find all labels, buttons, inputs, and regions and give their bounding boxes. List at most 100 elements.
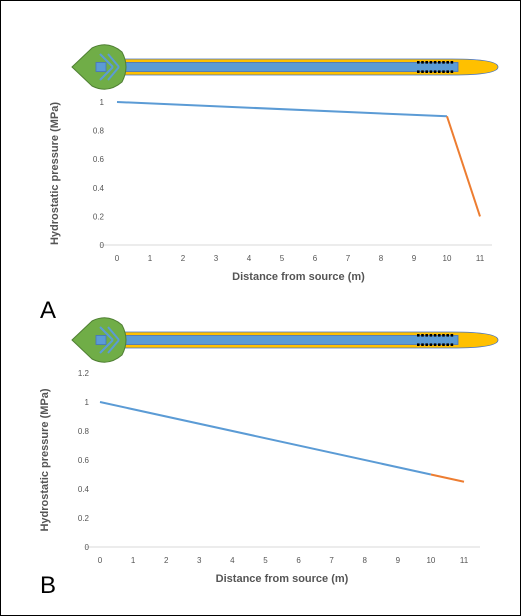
leaf-vein — [107, 339, 120, 354]
sieve-dot — [450, 70, 454, 73]
y-tick-label: 0.8 — [78, 427, 90, 436]
y-tick-label: 0.6 — [78, 456, 90, 465]
y-tick-label: 0.2 — [78, 514, 90, 523]
x-tick-label: 5 — [263, 556, 268, 565]
sieve-dot — [433, 70, 437, 73]
sieve-dot — [446, 343, 449, 346]
x-tick-label: 3 — [214, 254, 219, 263]
sieve-dot — [450, 334, 454, 337]
plant-diagram — [71, 317, 499, 363]
sieve-plate-dots — [417, 61, 454, 73]
x-tick-label: 0 — [115, 254, 120, 263]
sieve-dot — [421, 70, 424, 73]
sieve-dot — [429, 61, 433, 64]
y-tick-label: 1.2 — [78, 369, 90, 378]
sieve-dot — [438, 70, 441, 73]
sieve-dot — [433, 61, 437, 64]
sieve-dot — [421, 343, 424, 346]
panel-label: B — [40, 572, 56, 599]
x-tick-label: 10 — [426, 556, 435, 565]
x-tick-label: 7 — [329, 556, 334, 565]
sieve-dot — [442, 61, 445, 64]
sieve-dot — [446, 70, 449, 73]
x-tick-label: 4 — [230, 556, 235, 565]
x-tick-label: 1 — [148, 254, 153, 263]
series-line-1 — [116, 101, 448, 118]
x-tick-label: 2 — [181, 254, 186, 263]
x-tick-label: 8 — [363, 556, 368, 565]
x-tick-label: 8 — [379, 254, 384, 263]
y-tick-label: 0.2 — [93, 212, 105, 221]
y-tick-label: 0 — [85, 543, 90, 552]
sieve-dot — [442, 334, 445, 337]
y-tick-label: 0.4 — [78, 485, 90, 494]
sieve-dot — [417, 334, 420, 337]
series-line-2 — [430, 473, 465, 483]
sieve-dot — [421, 334, 424, 337]
leaf-vein — [107, 326, 120, 341]
series-line-2 — [446, 115, 481, 217]
leaf-vein — [99, 66, 114, 81]
xylem-tube — [97, 62, 459, 72]
x-tick-label: 11 — [476, 254, 485, 263]
x-tick-label: 6 — [313, 254, 318, 263]
leaf-vein — [99, 339, 114, 354]
sieve-dot — [425, 334, 428, 337]
x-tick-label: 7 — [346, 254, 351, 263]
sieve-dot — [450, 343, 454, 346]
sieve-dot — [438, 61, 441, 64]
sieve-dot — [442, 70, 445, 73]
sieve-dot — [429, 343, 433, 346]
sieve-dot — [433, 334, 437, 337]
sieve-dot — [425, 70, 428, 73]
x-tick-label: 1 — [131, 556, 136, 565]
x-tick-label: 0 — [98, 556, 103, 565]
x-axis-title: Distance from source (m) — [216, 573, 349, 585]
sieve-dot — [442, 343, 445, 346]
y-tick-label: 0 — [100, 241, 105, 250]
xylem-tube — [97, 335, 459, 345]
sieve-dot — [425, 343, 428, 346]
sieve-dot — [433, 343, 437, 346]
sieve-dot — [421, 61, 424, 64]
x-tick-label: 4 — [247, 254, 252, 263]
x-tick-label: 5 — [280, 254, 285, 263]
y-tick-label: 1 — [100, 98, 105, 107]
sieve-dot — [450, 61, 454, 64]
sieve-dot — [425, 61, 428, 64]
plant-diagram — [71, 44, 499, 90]
xylem-tube-leaf — [95, 335, 107, 345]
x-tick-label: 9 — [396, 556, 401, 565]
chart-panel-b: 0 0.2 0.4 0.6 0.8 1 1.2 0 1 2 3 4 5 6 7 8 9 10 11 Distance … — [39, 317, 499, 599]
y-axis-title: Hydrostatic pressure (MPa) — [49, 102, 61, 245]
x-tick-label: 11 — [460, 556, 469, 565]
x-tick-label: 2 — [164, 556, 169, 565]
x-tick-label: 9 — [412, 254, 417, 263]
sieve-dot — [446, 61, 449, 64]
sieve-dot — [438, 334, 441, 337]
sieve-dot — [429, 334, 433, 337]
sieve-dot — [417, 61, 420, 64]
x-tick-label: 6 — [296, 556, 301, 565]
sieve-dot — [417, 70, 420, 73]
sieve-dot — [417, 343, 420, 346]
y-tick-label: 0.6 — [93, 155, 105, 164]
leaf-vein — [99, 53, 114, 68]
leaf-vein — [107, 53, 120, 68]
sieve-dot — [438, 343, 441, 346]
y-tick-label: 1 — [85, 398, 90, 407]
series-line-1 — [99, 401, 432, 476]
y-tick-label: 0.4 — [93, 184, 105, 193]
xylem-tube-leaf — [95, 62, 107, 72]
leaf-vein — [99, 326, 114, 341]
x-tick-label: 3 — [197, 556, 202, 565]
sieve-dot — [429, 70, 433, 73]
sieve-dot — [446, 334, 449, 337]
y-axis-title: Hydrostatic pressure (MPa) — [39, 388, 51, 531]
y-tick-label: 0.8 — [93, 127, 105, 136]
x-axis-title: Distance from source (m) — [232, 271, 365, 283]
sieve-plate-dots — [417, 334, 454, 346]
x-tick-label: 10 — [443, 254, 452, 263]
